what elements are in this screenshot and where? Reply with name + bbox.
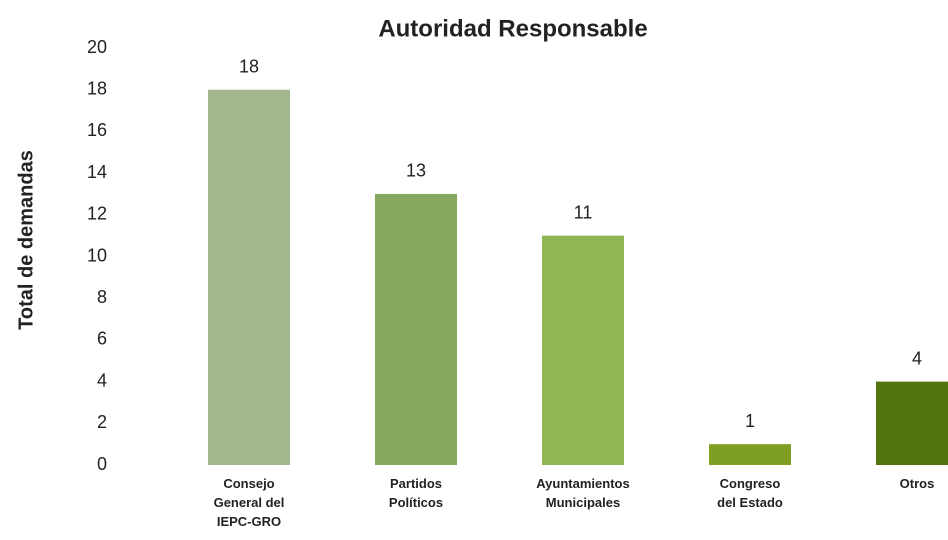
x-tick-label-line: Ayuntamientos (536, 476, 629, 491)
data-label: 11 (574, 202, 593, 222)
y-tick-label: 0 (97, 454, 107, 474)
y-tick-label: 2 (97, 412, 107, 432)
y-tick-label: 6 (97, 329, 107, 349)
x-tick-label-line: Congreso (720, 476, 781, 491)
x-tick-label-line: General del (214, 495, 285, 510)
x-tick-label-line: Partidos (390, 476, 442, 491)
y-tick-label: 18 (87, 78, 107, 98)
y-tick-label: 20 (87, 37, 107, 57)
x-tick-label-line: Consejo (223, 476, 274, 491)
x-tick-label: Partidos Políticos (389, 476, 443, 510)
y-tick-label: 10 (87, 245, 107, 265)
bar (375, 193, 457, 465)
x-tick-label-line: Municipales (546, 495, 620, 510)
data-label: 4 (912, 348, 922, 368)
bar (542, 235, 624, 465)
data-label: 18 (239, 56, 259, 76)
data-label: 1 (745, 411, 755, 431)
x-tick-label-line: del Estado (717, 495, 783, 510)
x-tick-label: Consejo General del IEPC-GRO (214, 476, 285, 529)
y-tick-label: 16 (87, 120, 107, 140)
y-tick-label: 8 (97, 287, 107, 307)
data-label: 13 (406, 161, 426, 181)
bar (876, 381, 948, 465)
chart-title: Autoridad Responsable (378, 15, 647, 42)
y-tick-label: 14 (87, 162, 107, 182)
bar (709, 444, 791, 465)
x-tick-label-line: IEPC-GRO (217, 514, 281, 529)
y-tick-label: 4 (97, 370, 107, 390)
x-tick-label: Congreso del Estado (717, 476, 783, 510)
y-axis-label: Total de demandas (15, 150, 37, 330)
y-tick-label: 12 (87, 204, 107, 224)
x-tick-label-line: Otros (900, 476, 935, 491)
x-tick-label-line: Políticos (389, 495, 443, 510)
x-tick-label: Otros (900, 476, 935, 491)
x-tick-label: Ayuntamientos Municipales (536, 476, 629, 510)
bar (208, 89, 290, 465)
